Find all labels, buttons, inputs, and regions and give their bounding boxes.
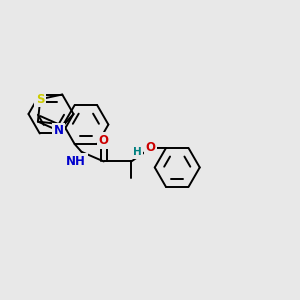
- Text: O: O: [99, 134, 109, 147]
- Text: O: O: [146, 142, 156, 154]
- Text: H: H: [133, 147, 142, 157]
- Text: S: S: [36, 93, 44, 106]
- Text: NH: NH: [66, 155, 86, 168]
- Text: N: N: [53, 124, 63, 137]
